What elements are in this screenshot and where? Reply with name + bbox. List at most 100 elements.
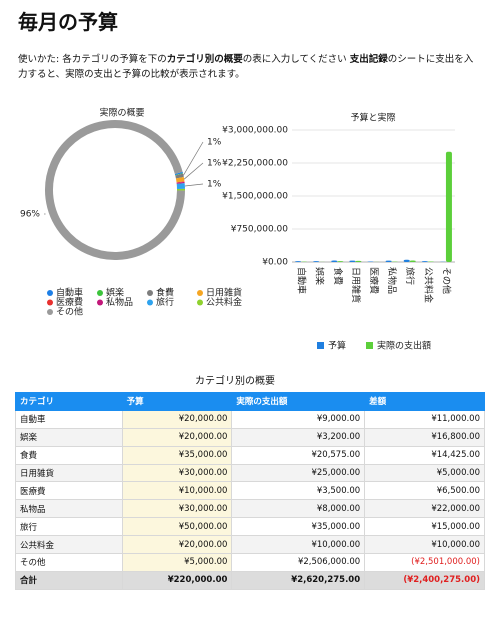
leader-line <box>184 183 204 187</box>
table-cell: ¥25,000.00 <box>231 463 366 483</box>
bar <box>385 260 392 262</box>
table-row: カテゴリ 予算 実際の支出額 差額 <box>15 392 485 411</box>
table-cell: 自動車 <box>15 409 123 429</box>
table-cell: ¥35,000.00 <box>121 445 233 465</box>
y-tick-label: ¥0.00 <box>262 258 288 268</box>
table-title: カテゴリ別の概要 <box>195 376 275 387</box>
page-title: 毎月の予算 <box>18 10 118 34</box>
leader-line <box>183 141 204 176</box>
text: のシートに支出を入力すると、実際の支出と予算の比較が表示されます。 <box>18 54 474 80</box>
legend-label: 予算 <box>328 340 346 352</box>
table-cell: ¥3,200.00 <box>231 427 366 447</box>
data-label: 96% <box>20 210 40 220</box>
donut-slice <box>45 120 185 260</box>
data-label: 1% <box>207 180 222 190</box>
table-cell: 日用雑貨 <box>15 463 123 483</box>
x-tick-label: 自動車 <box>296 267 308 294</box>
table-cell: ¥35,000.00 <box>231 517 366 537</box>
bar <box>313 261 320 262</box>
table-cell: ¥8,000.00 <box>231 499 366 519</box>
bar <box>295 261 302 262</box>
table-cell: ¥2,506,000.00 <box>231 553 366 572</box>
table-cell: ¥14,425.00 <box>364 445 485 465</box>
table-cell: ¥5,000.00 <box>364 463 485 483</box>
table-row: その他 ¥5,000.00 ¥2,506,000.00 (¥2,501,000.00) <box>15 553 485 572</box>
y-tick-label: ¥1,500,000.00 <box>222 192 288 202</box>
table-cell: ¥15,000.00 <box>364 517 485 537</box>
table-row: 娯楽 ¥20,000.00 ¥3,200.00 ¥16,800.00 <box>15 427 485 447</box>
table-row: 私物品 ¥30,000.00 ¥8,000.00 ¥22,000.00 <box>15 499 485 519</box>
bar <box>409 260 416 262</box>
bar <box>403 259 410 262</box>
table-cell: ¥10,000.00 <box>364 535 485 555</box>
table-row: 公共料金 ¥20,000.00 ¥10,000.00 ¥10,000.00 <box>15 535 485 555</box>
table-cell: 差額 <box>364 392 485 411</box>
legend-label: 実際の支出額 <box>377 340 431 352</box>
bar <box>355 260 362 262</box>
legend-swatch <box>317 342 324 349</box>
text: カテゴリ別の概要 <box>166 54 243 65</box>
bar <box>445 151 452 262</box>
legend-swatch <box>97 299 103 306</box>
table-cell: ¥20,575.00 <box>231 445 366 465</box>
chart-title: 予算と実際 <box>350 112 395 124</box>
x-tick-label: 公共料金 <box>422 267 434 303</box>
donut-slice <box>175 177 185 183</box>
legend-label: 私物品 <box>106 296 133 308</box>
table-cell: ¥10,000.00 <box>231 535 366 555</box>
x-tick-label: 私物品 <box>386 267 398 294</box>
table-cell: 食費 <box>15 445 123 465</box>
table-cell: 私物品 <box>15 499 123 519</box>
x-tick-label: 食費 <box>332 267 344 285</box>
legend-swatch <box>147 290 153 296</box>
donut-slice <box>175 173 184 179</box>
table-cell: ¥30,000.00 <box>121 499 233 519</box>
data-label: 1% <box>207 138 222 148</box>
bar <box>421 261 428 262</box>
table-row: 日用雑貨 ¥30,000.00 ¥25,000.00 ¥5,000.00 <box>15 463 485 483</box>
table-cell: ¥20,000.00 <box>121 409 233 429</box>
table-row: 医療費 ¥10,000.00 ¥3,500.00 ¥6,500.00 <box>15 481 485 501</box>
legend-swatch <box>97 290 103 296</box>
legend-swatch <box>147 299 153 306</box>
legend-label: 旅行 <box>156 296 174 308</box>
x-tick-label: 旅行 <box>404 267 416 285</box>
table-cell: 娯楽 <box>15 427 123 447</box>
table-cell: ¥16,800.00 <box>364 427 485 447</box>
text: 使いかた: 各カテゴリの予算を下の <box>18 54 167 65</box>
table-cell: ¥50,000.00 <box>121 517 233 537</box>
legend-swatch <box>47 290 53 296</box>
table-cell: 医療費 <box>15 481 123 501</box>
text: 支出記録 <box>349 54 388 65</box>
table-cell: 旅行 <box>15 517 123 537</box>
table-cell: ¥3,500.00 <box>231 481 366 501</box>
chart-title: 実際の概要 <box>99 107 144 119</box>
table-cell: ¥2,620,275.00 <box>231 570 366 590</box>
table-cell: 予算 <box>121 392 233 411</box>
table-cell: ¥30,000.00 <box>121 463 233 483</box>
table-cell: (¥2,400,275.00) <box>364 570 485 590</box>
table-row: 自動車 ¥20,000.00 ¥9,000.00 ¥11,000.00 <box>15 409 485 429</box>
legend-label: 日用雑貨 <box>206 287 242 299</box>
text: の表に入力してください <box>242 54 350 65</box>
legend-label: 食費 <box>156 287 174 299</box>
bar <box>337 261 344 262</box>
legend-label: 自動車 <box>56 287 83 299</box>
table-cell: ¥10,000.00 <box>121 481 233 501</box>
x-tick-label: 娯楽 <box>314 267 326 285</box>
legend-swatch <box>197 290 203 296</box>
table-cell: ¥20,000.00 <box>121 427 233 447</box>
table-cell: 公共料金 <box>15 535 123 555</box>
legend-swatch <box>47 299 53 306</box>
legend-label: 娯楽 <box>106 287 124 299</box>
table-cell: その他 <box>15 553 123 572</box>
table-cell: ¥11,000.00 <box>364 409 485 429</box>
y-tick-label: ¥750,000.00 <box>231 225 289 235</box>
leader-line <box>183 162 204 180</box>
legend-label: 公共料金 <box>206 296 242 308</box>
table-cell: ¥20,000.00 <box>121 535 233 555</box>
y-tick-label: ¥3,000,000.00 <box>222 126 288 136</box>
table-row: 旅行 ¥50,000.00 ¥35,000.00 ¥15,000.00 <box>15 517 485 537</box>
